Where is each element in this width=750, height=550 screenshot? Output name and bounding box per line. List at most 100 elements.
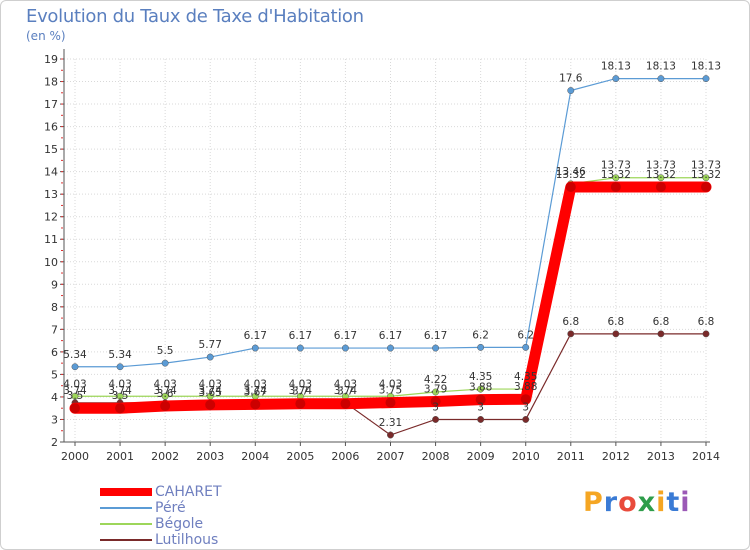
data-label-lutilhous: 6.8 bbox=[562, 316, 579, 328]
data-label-caharet: 3.67 bbox=[244, 386, 267, 398]
point-péré bbox=[206, 353, 214, 361]
data-label-bégole: 13.73 bbox=[646, 160, 676, 172]
y-tick-label: 19 bbox=[44, 53, 58, 66]
data-label-bégole: 13.73 bbox=[691, 160, 721, 172]
data-label-lutilhous: 3 bbox=[522, 401, 529, 413]
data-label-péré: 18.13 bbox=[601, 61, 631, 73]
data-label-caharet: 3.79 bbox=[424, 383, 447, 395]
point-bégole bbox=[432, 388, 440, 396]
legend-swatch bbox=[100, 523, 152, 525]
legend-label: Lutilhous bbox=[155, 532, 219, 548]
data-label-bégole: 13.46 bbox=[556, 166, 586, 178]
data-label-lutilhous: 6.8 bbox=[653, 316, 670, 328]
y-tick-label: 8 bbox=[51, 301, 58, 314]
point-caharet bbox=[610, 181, 621, 192]
legend-label: CAHARET bbox=[155, 484, 222, 500]
point-péré bbox=[657, 75, 665, 83]
data-label-péré: 6.17 bbox=[244, 330, 267, 342]
point-caharet bbox=[655, 181, 666, 192]
y-tick-label: 11 bbox=[44, 233, 58, 246]
x-tick-label: 2000 bbox=[61, 450, 89, 463]
y-tick-label: 3 bbox=[51, 413, 58, 426]
point-péré bbox=[71, 363, 79, 371]
point-péré bbox=[116, 363, 124, 371]
proxiti-logo: Proxiti bbox=[583, 487, 691, 518]
x-tick-label: 2008 bbox=[422, 450, 450, 463]
data-label-bégole: 4.03 bbox=[199, 378, 222, 390]
chart-subtitle: (en %) bbox=[26, 29, 66, 43]
legend-swatch bbox=[100, 488, 152, 496]
point-péré bbox=[522, 343, 530, 351]
data-label-bégole: 4.03 bbox=[289, 378, 312, 390]
data-label-bégole: 4.22 bbox=[424, 374, 447, 386]
data-label-caharet: 3.5 bbox=[112, 390, 129, 402]
point-lutilhous bbox=[657, 330, 665, 338]
data-label-caharet: 3.7 bbox=[337, 386, 354, 398]
data-label-caharet: 13.32 bbox=[646, 169, 676, 181]
logo-letter: i bbox=[656, 487, 667, 518]
data-label-caharet: 3.5 bbox=[67, 390, 84, 402]
point-lutilhous bbox=[477, 416, 485, 423]
data-label-péré: 5.77 bbox=[199, 339, 222, 351]
y-tick-label: 6 bbox=[51, 346, 58, 359]
data-label-péré: 6.17 bbox=[289, 330, 312, 342]
x-tick-label: 2012 bbox=[602, 450, 630, 463]
y-tick-label: 10 bbox=[44, 256, 58, 269]
data-label-péré: 6.2 bbox=[517, 329, 534, 341]
x-tick-label: 2007 bbox=[377, 450, 405, 463]
data-label-péré: 6.2 bbox=[472, 329, 489, 341]
x-tick-label: 2004 bbox=[241, 450, 269, 463]
point-caharet bbox=[115, 403, 126, 414]
x-tick-label: 2009 bbox=[467, 450, 495, 463]
data-label-caharet: 3.7 bbox=[292, 386, 309, 398]
y-tick-label: 5 bbox=[51, 368, 58, 381]
x-tick-label: 2010 bbox=[512, 450, 540, 463]
point-bégole bbox=[702, 174, 710, 182]
x-tick-label: 2014 bbox=[692, 450, 720, 463]
data-label-lutilhous: 3 bbox=[432, 401, 439, 413]
y-tick-label: 17 bbox=[44, 98, 58, 111]
x-tick-label: 2001 bbox=[106, 450, 134, 463]
point-péré bbox=[341, 344, 349, 352]
point-bégole bbox=[477, 385, 485, 393]
data-label-péré: 5.34 bbox=[63, 349, 87, 361]
data-label-péré: 17.6 bbox=[559, 73, 583, 85]
logo-letter: r bbox=[603, 487, 619, 518]
point-lutilhous bbox=[432, 416, 440, 423]
point-lutilhous bbox=[522, 416, 530, 423]
y-tick-label: 16 bbox=[44, 121, 58, 134]
data-label-lutilhous: 3.74 bbox=[108, 385, 132, 397]
data-label-lutilhous: 3.74 bbox=[289, 385, 313, 397]
point-caharet bbox=[475, 394, 486, 405]
point-péré bbox=[477, 343, 485, 351]
data-label-caharet: 3.88 bbox=[514, 381, 537, 393]
point-caharet bbox=[701, 181, 711, 192]
legend-swatch bbox=[100, 539, 152, 541]
data-label-lutilhous: 3.74 bbox=[63, 385, 87, 397]
y-tick-label: 12 bbox=[44, 211, 58, 224]
x-tick-label: 2011 bbox=[557, 450, 585, 463]
data-label-lutilhous: 6.8 bbox=[608, 316, 625, 328]
point-péré bbox=[161, 359, 169, 367]
data-label-caharet: 13.32 bbox=[556, 169, 586, 181]
point-caharet bbox=[70, 403, 80, 414]
data-label-caharet: 3.88 bbox=[469, 382, 492, 394]
data-label-lutilhous: 3 bbox=[477, 401, 484, 413]
data-label-caharet: 3.65 bbox=[199, 387, 222, 399]
point-caharet bbox=[385, 397, 396, 408]
point-caharet bbox=[520, 394, 531, 405]
series-line-caharet bbox=[69, 181, 712, 414]
point-caharet bbox=[430, 396, 441, 407]
point-caharet bbox=[205, 399, 216, 410]
point-péré bbox=[251, 344, 259, 352]
point-péré bbox=[296, 344, 304, 352]
data-label-bégole: 4.03 bbox=[379, 378, 402, 390]
point-péré bbox=[387, 344, 394, 352]
point-lutilhous bbox=[567, 330, 575, 338]
data-label-bégole: 13.73 bbox=[601, 160, 631, 172]
data-label-caharet: 13.32 bbox=[691, 169, 721, 181]
y-tick-label: 14 bbox=[44, 166, 58, 179]
legend-swatch bbox=[100, 507, 152, 509]
data-label-lutilhous: 2.31 bbox=[379, 417, 402, 429]
